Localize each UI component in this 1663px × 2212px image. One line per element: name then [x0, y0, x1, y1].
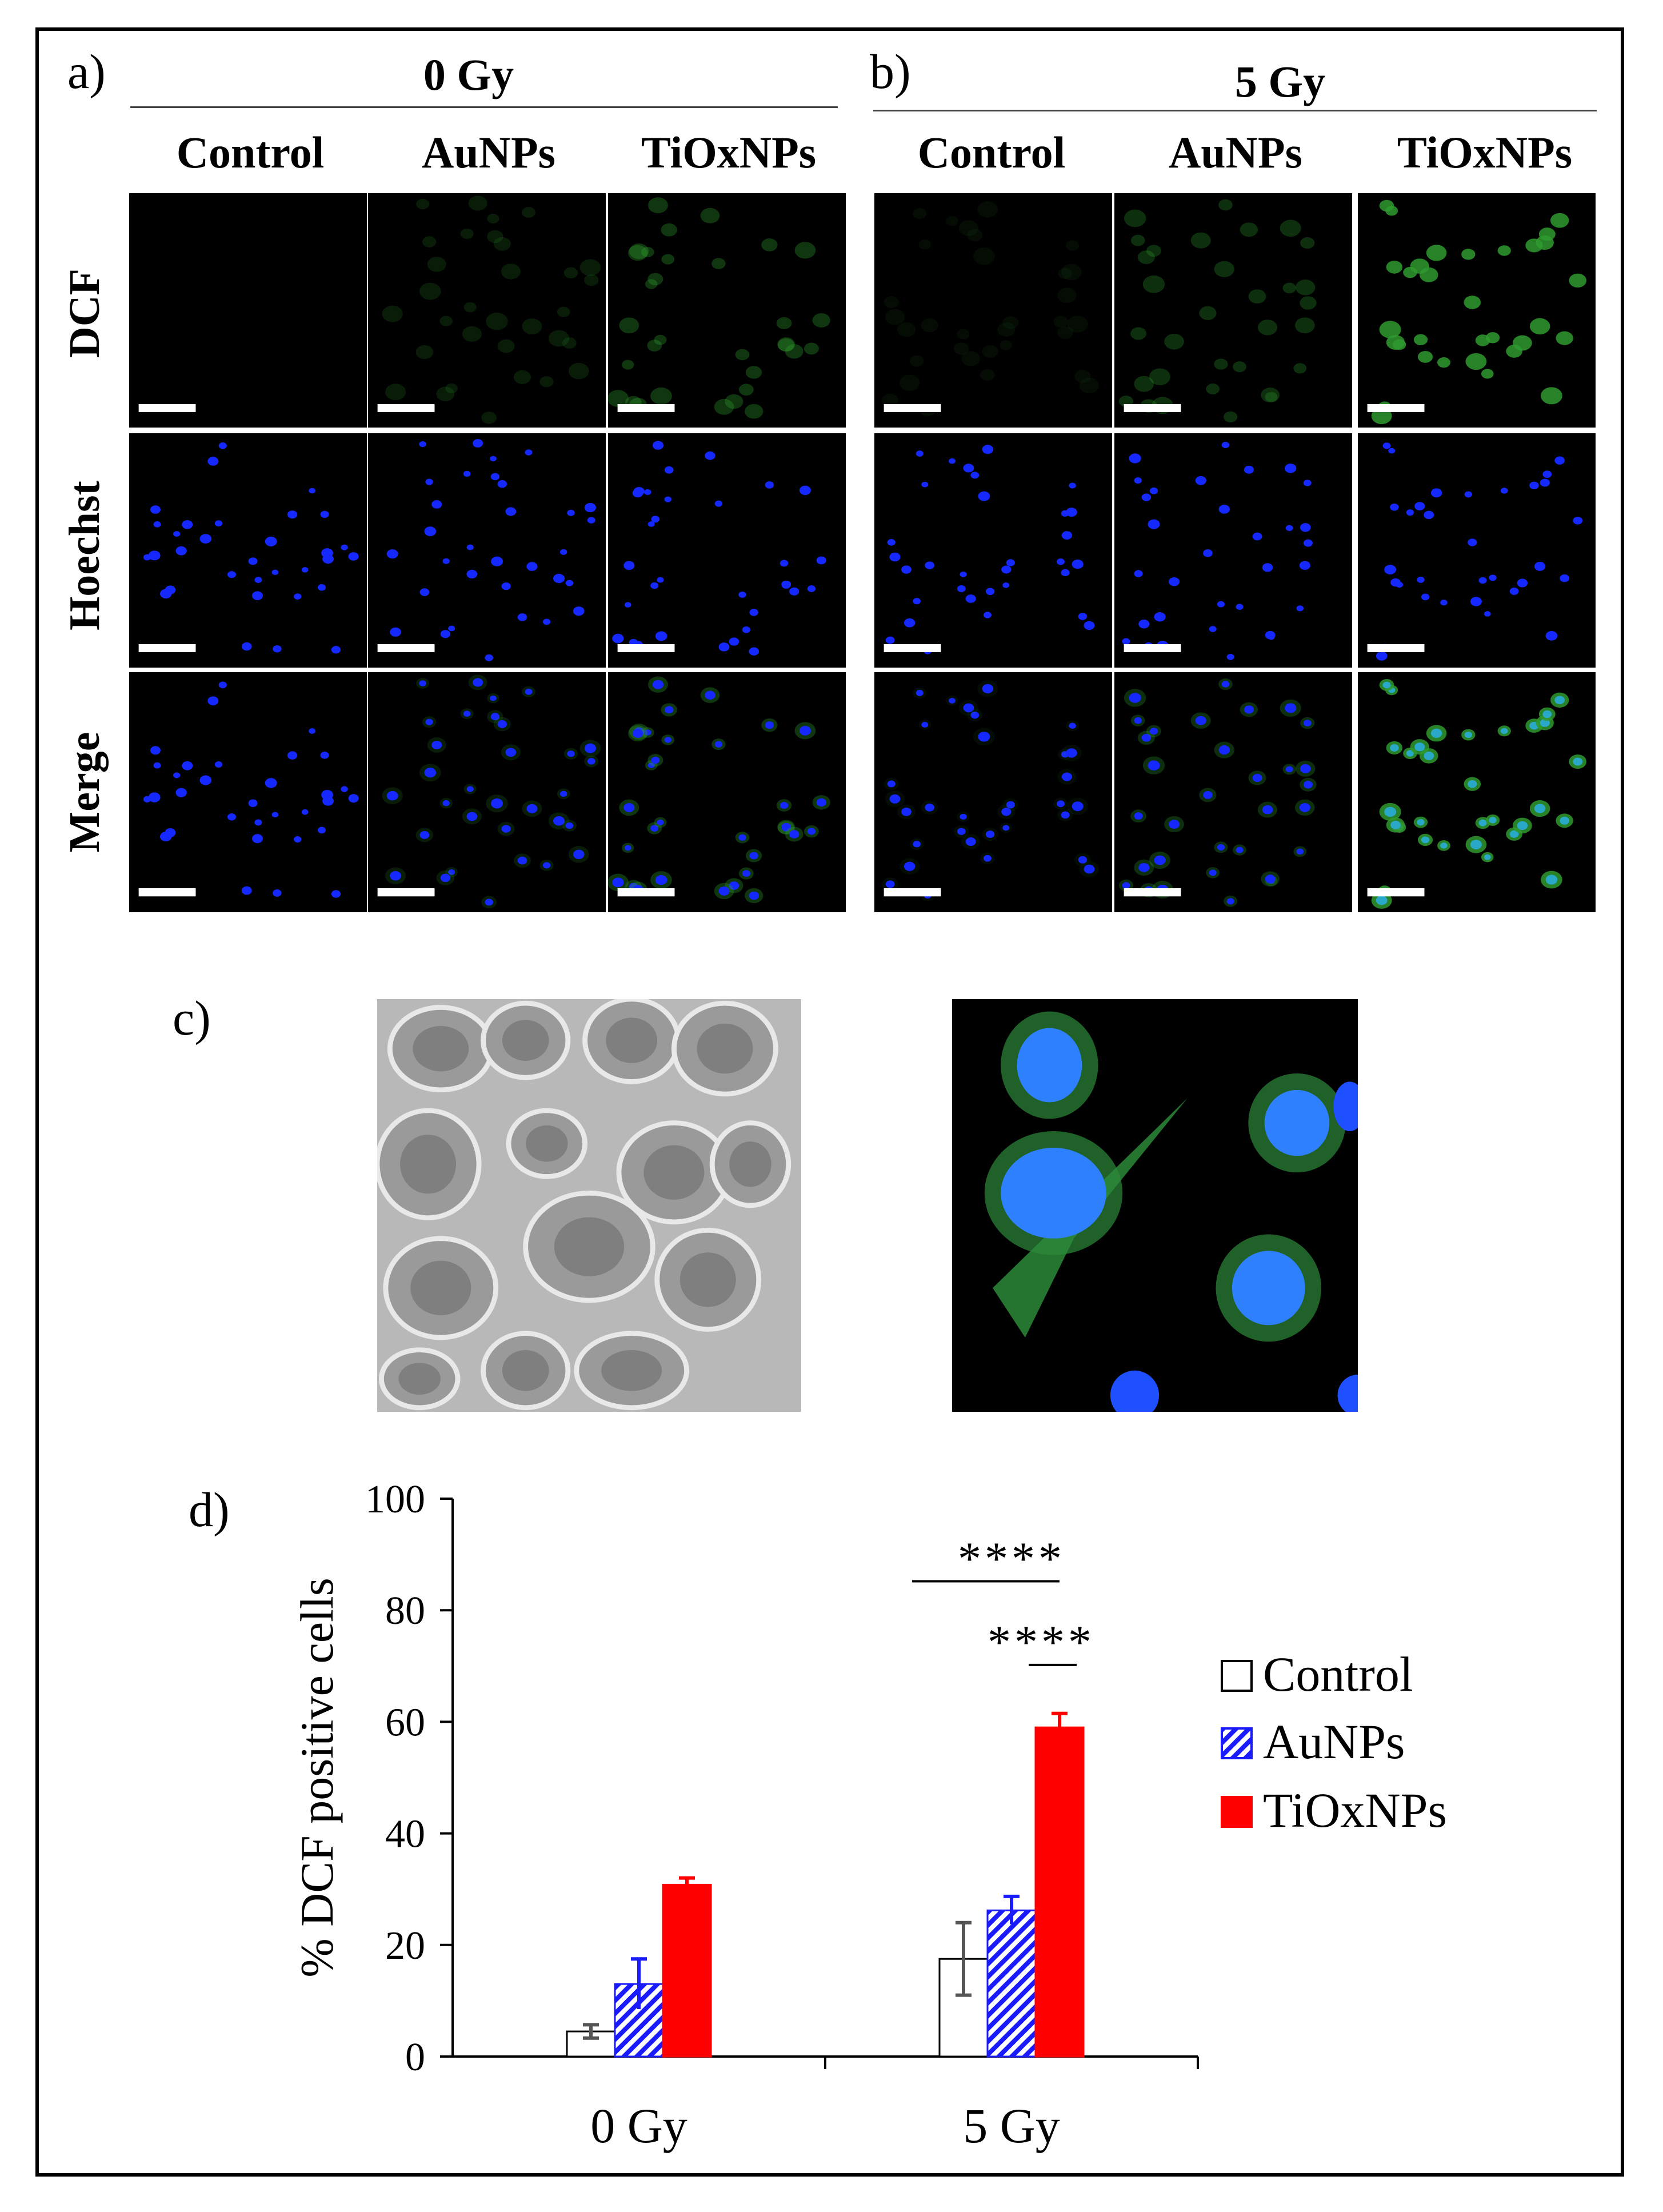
y-tick-label: 60: [385, 1700, 425, 1744]
x-category-label: 5 Gy: [963, 2098, 1060, 2153]
col-header-aunps-0gy: AuNPs: [421, 127, 556, 177]
micrograph-merge-aunps-5gy: [1114, 672, 1352, 912]
micrograph-dcf-tioxnps-0gy: [608, 193, 846, 428]
panel-label-c: c): [173, 991, 211, 1045]
bar-aunps-1: [986, 1909, 1037, 2058]
panel-label-b: b): [870, 44, 911, 99]
significance-aunps-vs-tioxnps: ****: [988, 1616, 1095, 1668]
phase-contrast-image: [377, 999, 801, 1412]
y-tick-label: 40: [385, 1812, 425, 1856]
scale-bar: [884, 644, 941, 652]
bar-tioxnps-1: [1034, 1726, 1085, 2058]
micrograph-hoechst-tioxnps-5gy: [1358, 433, 1596, 668]
micrograph-dcf-control-5gy: [874, 193, 1112, 428]
legend-swatch-aunps: [1221, 1727, 1253, 1759]
y-axis-label: % DCF positive cells: [291, 1578, 343, 1977]
micrograph-hoechst-aunps-0gy: [368, 433, 606, 668]
scale-bar: [377, 888, 435, 897]
micrograph-hoechst-control-5gy: [874, 433, 1112, 668]
scale-bar: [1367, 888, 1425, 897]
col-header-control-0gy: Control: [176, 127, 325, 177]
x-category-label: 0 Gy: [590, 2098, 687, 2153]
bar-tioxnps-0: [662, 1883, 712, 2058]
scale-bar: [138, 404, 196, 412]
dose-header-5gy-line: [873, 110, 1597, 111]
y-tick-label: 80: [385, 1589, 425, 1633]
panel-label-d: d): [189, 1482, 230, 1537]
scale-bar: [377, 644, 435, 652]
y-tick-label: 0: [405, 2035, 425, 2079]
col-header-aunps-5gy: AuNPs: [1168, 127, 1303, 177]
figure-frame: [35, 27, 1624, 2177]
legend-label-control: Control: [1263, 1647, 1413, 1702]
scale-bar: [1367, 404, 1425, 412]
scale-bar: [1124, 404, 1181, 412]
col-header-tioxnps-0gy: TiOxNPs: [641, 127, 817, 177]
micrograph-hoechst-tioxnps-0gy: [608, 433, 846, 668]
micrograph-merge-tioxnps-5gy: [1358, 672, 1596, 912]
scale-bar: [884, 404, 941, 412]
y-tick-label: 20: [385, 1924, 425, 1968]
micrograph-hoechst-aunps-5gy: [1114, 433, 1352, 668]
scale-bar: [1124, 888, 1181, 897]
scale-bar: [138, 888, 196, 897]
col-header-tioxnps-5gy: TiOxNPs: [1397, 127, 1573, 177]
legend-swatch-control: [1221, 1660, 1253, 1692]
bar-control-0: [566, 2030, 616, 2058]
legend-label-aunps: AuNPs: [1263, 1714, 1405, 1769]
scale-bar: [1367, 644, 1425, 652]
legend-swatch-tioxnps: [1221, 1796, 1253, 1828]
legend-label-tioxnps: TiOxNPs: [1263, 1783, 1447, 1838]
micrograph-dcf-control-0gy: [129, 193, 367, 428]
micrograph-hoechst-control-0gy: [129, 433, 367, 668]
dose-header-5gy: 5 Gy: [1234, 57, 1326, 106]
col-header-control-5gy: Control: [917, 127, 1066, 177]
panel-label-a: a): [67, 44, 106, 99]
micrograph-dcf-aunps-5gy: [1114, 193, 1352, 428]
significance-control-vs-tioxnps: ****: [958, 1532, 1065, 1584]
micrograph-merge-tioxnps-0gy: [608, 672, 846, 912]
scale-bar: [617, 888, 675, 897]
scale-bar: [617, 404, 675, 412]
dose-header-0gy: 0 Gy: [423, 50, 514, 99]
scale-bar: [617, 644, 675, 652]
micrograph-merge-control-5gy: [874, 672, 1112, 912]
scale-bar: [884, 888, 941, 897]
micrograph-merge-aunps-0gy: [368, 672, 606, 912]
scale-bar: [138, 644, 196, 652]
micrograph-dcf-aunps-0gy: [368, 193, 606, 428]
micrograph-merge-control-0gy: [129, 672, 367, 912]
dose-header-0gy-line: [130, 106, 838, 108]
fluorescence-closeup-image: [952, 999, 1358, 1412]
scale-bar: [377, 404, 435, 412]
micrograph-dcf-tioxnps-5gy: [1358, 193, 1596, 428]
y-tick-label: 100: [365, 1478, 425, 1522]
scale-bar: [1124, 644, 1181, 652]
